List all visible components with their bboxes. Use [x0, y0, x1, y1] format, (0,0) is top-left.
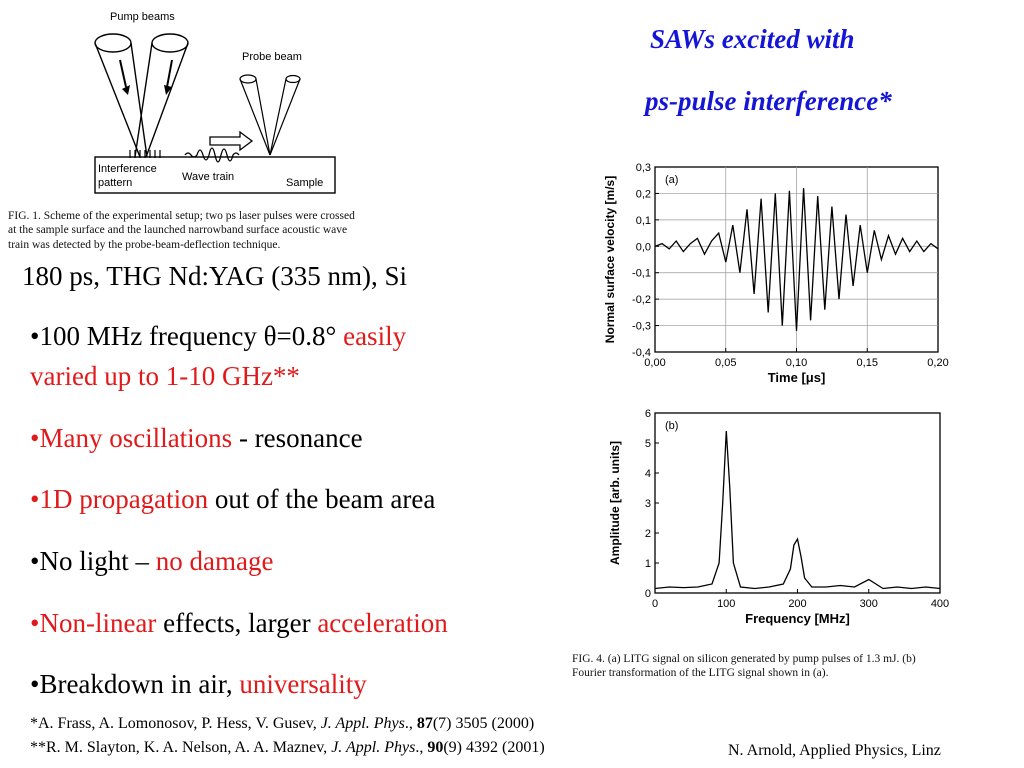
series-line — [654, 188, 939, 331]
bullet-frequency-line2: varied up to 1-10 GHz** — [30, 361, 300, 391]
fig1-caption-line: train was detected by the probe-beam-def… — [8, 238, 281, 251]
y-tick-label: 1 — [645, 558, 651, 570]
fig4-caption: FIG. 4. (a) LITG signal on silicon gener… — [572, 652, 1012, 681]
ref-journal: J. Appl. Phys — [320, 715, 405, 732]
bullet-frequency: •100 MHz frequency θ=0.8° easily — [30, 320, 406, 352]
bullet-oscillations: •Many oscillations - resonance — [30, 422, 363, 454]
y-tick-label: 0,3 — [636, 162, 651, 174]
x-tick-label: 100 — [717, 598, 735, 610]
x-tick-label: 0,00 — [644, 357, 665, 369]
ref-journal: J. Appl. Phys — [331, 739, 416, 756]
interference-label: Interference — [98, 163, 157, 175]
x-tick-label: 0 — [652, 598, 658, 610]
ref-pages: (7) 3505 (2000) — [432, 715, 535, 732]
bullet-text: •Breakdown in air, — [30, 669, 240, 699]
reference-2: **R. M. Slayton, K. A. Nelson, A. A. Maz… — [30, 737, 545, 759]
bullet-text-highlight: •Many oscillations — [30, 423, 233, 453]
bullet-no-light: •No light – no damage — [30, 545, 273, 577]
bullet-text-highlight: •Non-linear — [30, 608, 157, 638]
wave-train-label: Wave train — [182, 171, 234, 183]
fig1-caption: FIG. 1. Scheme of the experimental setup… — [8, 209, 438, 252]
bullet-text-highlight: easily — [343, 321, 407, 351]
y-tick-label: -0,2 — [632, 294, 651, 306]
y-tick-label: 6 — [645, 408, 651, 420]
probe-beam-label: Probe beam — [242, 51, 302, 63]
ref-volume: 90 — [427, 739, 444, 756]
conditions-text: 180 ps, THG Nd:YAG (335 nm), Si — [22, 261, 408, 291]
x-tick-label: 0,05 — [715, 357, 736, 369]
plot-frame — [654, 412, 941, 594]
x-tick-label: 300 — [860, 598, 878, 610]
y-tick-label: 0,1 — [636, 215, 651, 227]
fig4-caption-line: Fourier transformation of the LITG signa… — [572, 667, 829, 680]
ref-sep: ., — [415, 739, 428, 756]
bullet-text: effects, larger — [156, 608, 318, 638]
y-tick-label: 3 — [645, 498, 651, 510]
y-tick-label: -0,1 — [632, 268, 651, 280]
chart-velocity-time: 0,3 0,2 0,1 0,0 -0,1 -0,2 -0,3 -0,40,00 0,05 0,10… — [603, 162, 949, 385]
y-tick-label: 0,0 — [636, 241, 651, 253]
x-tick-label: 0,10 — [786, 357, 807, 369]
ref-volume: 87 — [416, 715, 433, 732]
series-line — [654, 430, 941, 590]
panel-label: (a) — [665, 174, 678, 186]
x-tick-label: 400 — [931, 598, 949, 610]
y-tick-label: -0,3 — [632, 321, 651, 333]
bullet-text-highlight: universality — [239, 669, 367, 699]
ref-authors: *A. Frass, A. Lomonosov, P. Hess, V. Gus… — [30, 715, 321, 732]
panel-label: (b) — [665, 420, 678, 432]
bullet-text: - resonance — [232, 423, 363, 453]
y-tick-label: 2 — [645, 528, 651, 540]
fig4-caption-line: FIG. 4. (a) LITG signal on silicon gener… — [572, 653, 916, 665]
slide-title-line1: SAWs excited with — [650, 24, 855, 54]
bullet-text: •No light – — [30, 546, 156, 576]
x-tick-label: 0,15 — [857, 357, 878, 369]
y-tick-label: -0,4 — [632, 347, 651, 359]
bullet-text: •100 MHz frequency θ=0.8° — [30, 321, 344, 351]
y-tick-label: 4 — [645, 468, 651, 480]
ref-sep: ., — [404, 715, 417, 732]
x-tick-label: 200 — [788, 598, 806, 610]
bullet-text-highlight: no damage — [155, 546, 274, 576]
sample-label: Sample — [286, 177, 323, 189]
bullet-text-highlight: acceleration — [317, 608, 448, 638]
fig1-caption-line: FIG. 1. Scheme of the experimental setup… — [8, 210, 355, 222]
bullet-nonlinear: •Non-linear effects, larger acceleration — [30, 607, 448, 639]
y-axis-label: Normal surface velocity [m/s] — [603, 176, 617, 343]
y-tick-label: 5 — [645, 438, 651, 450]
bullet-propagation: •1D propagation out of the beam area — [30, 483, 435, 515]
bullet-text: out of the beam area — [208, 484, 436, 514]
x-axis-label: Time [μs] — [768, 370, 826, 385]
reference-1: *A. Frass, A. Lomonosov, P. Hess, V. Gus… — [30, 713, 534, 735]
ref-pages: (9) 4392 (2001) — [443, 739, 545, 756]
bullet-breakdown: •Breakdown in air, universality — [30, 668, 367, 700]
y-tick-label: 0 — [645, 588, 651, 600]
bullet-text-highlight: •1D propagation — [30, 484, 209, 514]
footer-credit: N. Arnold, Applied Physics, Linz — [728, 742, 941, 759]
x-axis-label: Frequency [MHz] — [745, 611, 850, 626]
x-tick-label: 0,20 — [927, 357, 948, 369]
setup-schematic: Pump beams Probe beam Interference patte… — [94, 11, 336, 194]
y-tick-label: 0,2 — [636, 188, 651, 200]
pump-beams-label: Pump beams — [110, 11, 175, 23]
y-axis-label: Amplitude [arb. units] — [608, 441, 622, 565]
fig1-caption-line: at the sample surface and the launched n… — [8, 224, 348, 237]
ref-authors: **R. M. Slayton, K. A. Nelson, A. A. Maz… — [30, 739, 332, 756]
slide-title-line2: ps-pulse interference* — [645, 86, 892, 116]
pattern-label: pattern — [98, 177, 132, 189]
